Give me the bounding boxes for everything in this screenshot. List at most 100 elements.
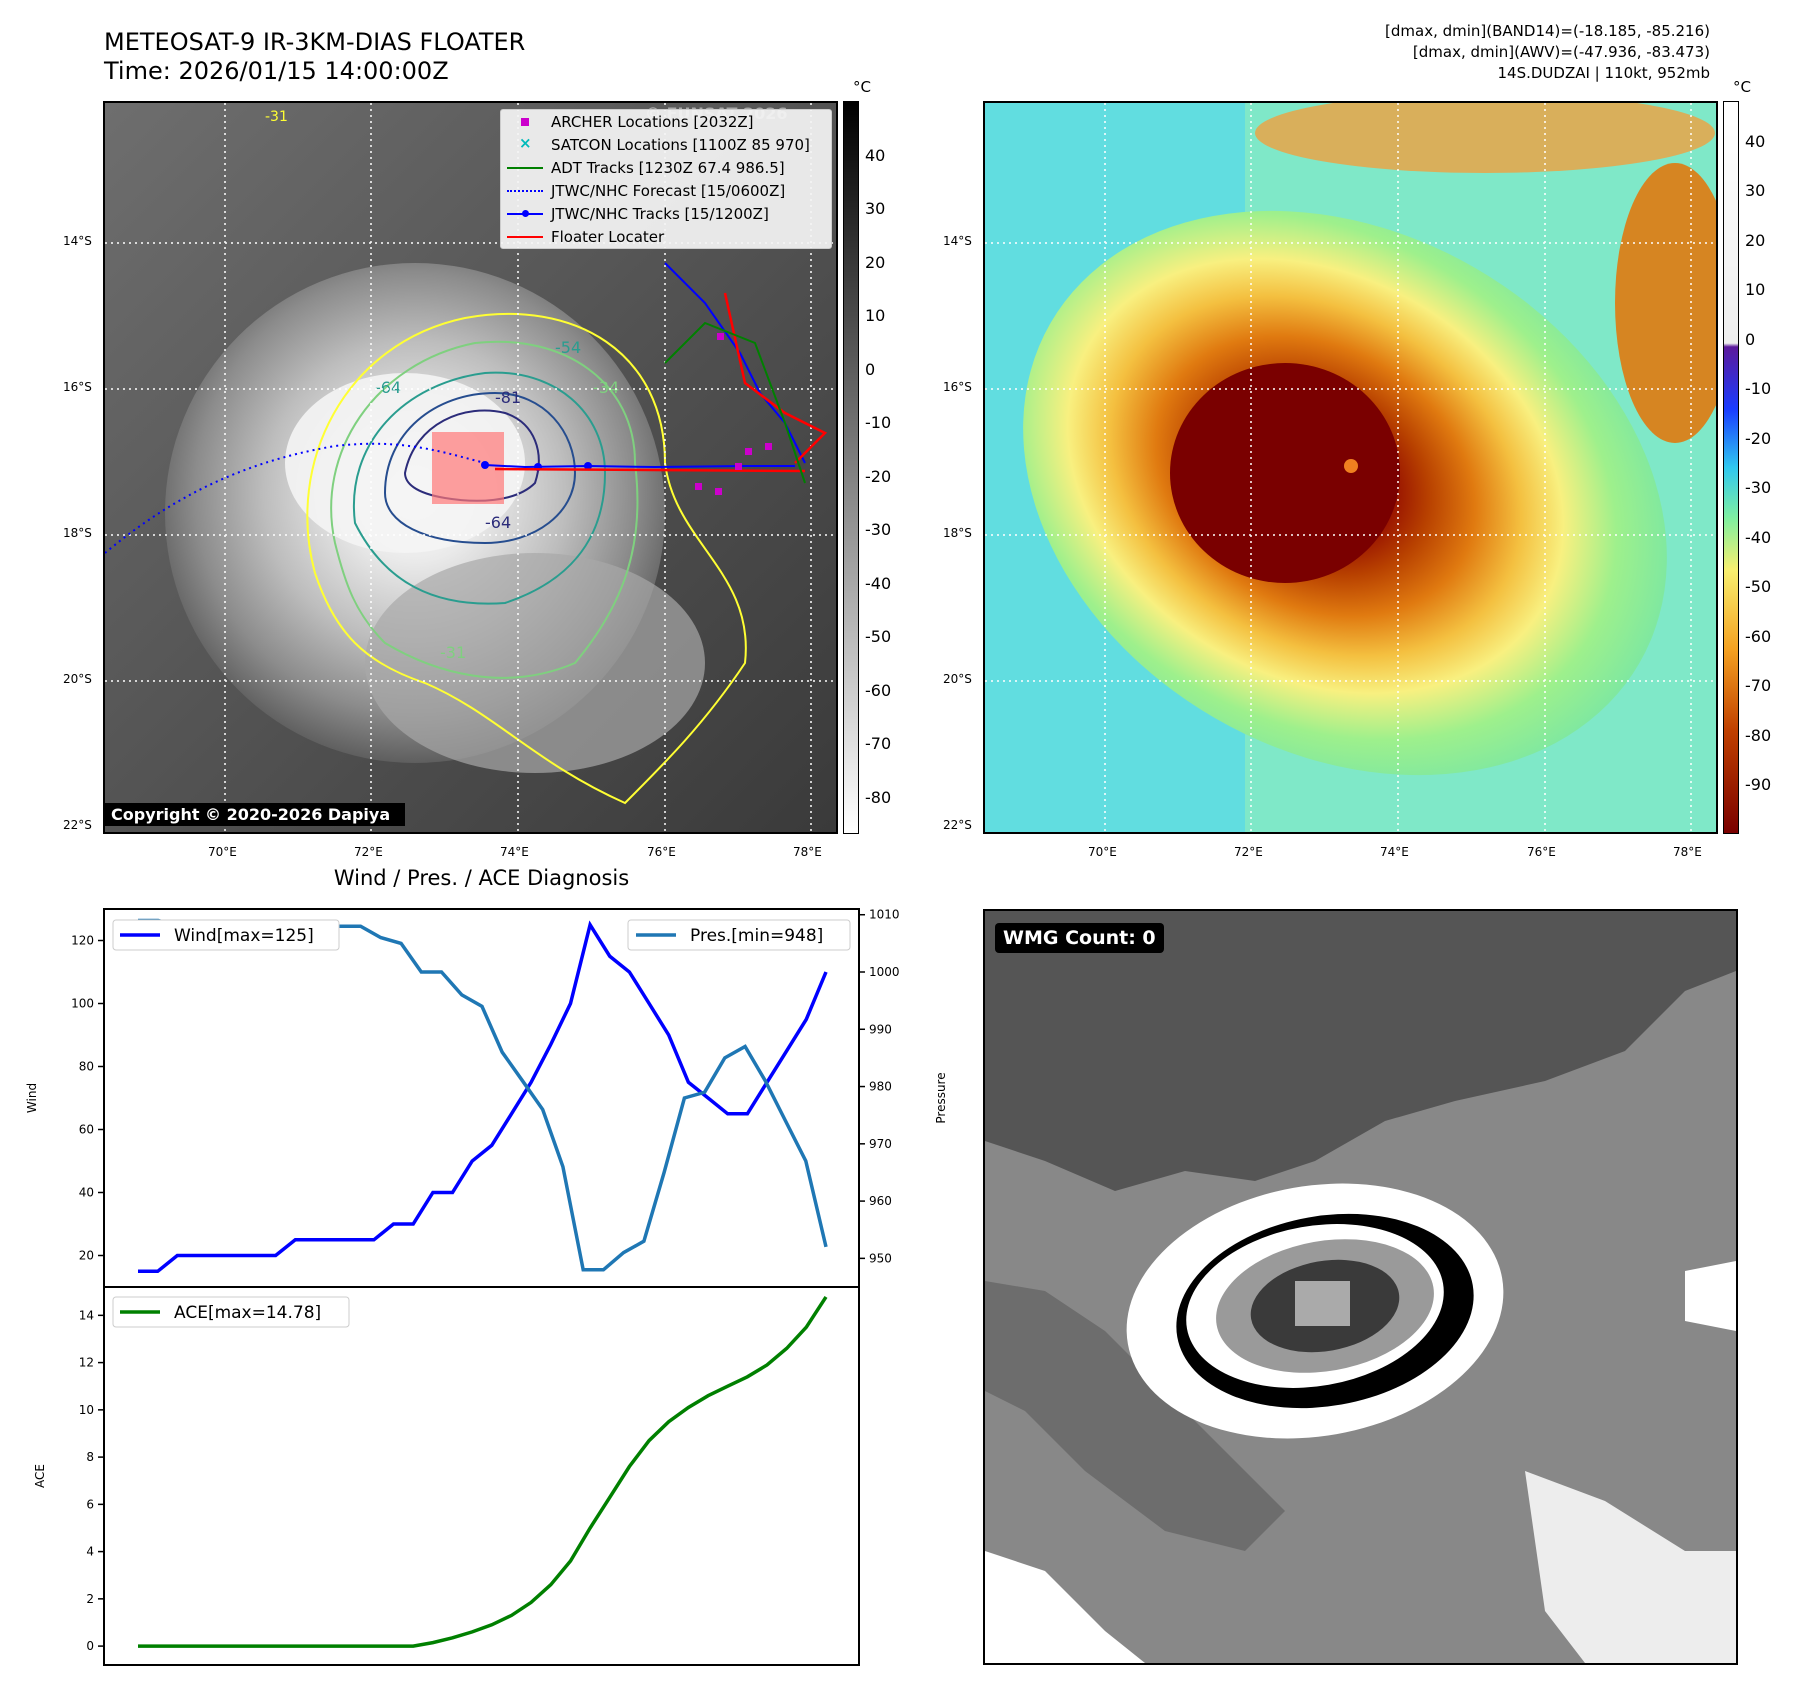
ir-legend: ARCHER Locations [2032Z] × SATCON Locati…: [500, 109, 832, 249]
contour-label: -54: [555, 338, 581, 357]
legend-item-adt: ADT Tracks [1230Z 67.4 986.5]: [501, 156, 831, 179]
colorbar-tick-label: -60: [1745, 626, 1772, 646]
wind-axis-label: Wind: [25, 1083, 39, 1113]
contour-label: -64: [375, 378, 401, 397]
colorbar-tick-label: -80: [1745, 725, 1772, 745]
axis-tick-label: 14: [79, 1308, 94, 1322]
wmg-panel: WMG Count: 0: [983, 909, 1738, 1665]
lon-label: 70°E: [208, 845, 237, 859]
axis-tick-label: 2: [86, 1592, 94, 1606]
legend-item-jtwc: JTWC/NHC Tracks [15/1200Z]: [501, 202, 831, 225]
lat-label: 20°S: [943, 672, 972, 686]
ace-legend: [112, 1296, 350, 1328]
lon-label: 76°E: [647, 845, 676, 859]
figure-time: Time: 2026/01/15 14:00:00Z: [104, 57, 449, 85]
colorbar-tick-label: -40: [865, 573, 892, 593]
pressure-legend: [627, 919, 851, 951]
storm-info: 14S.DUDZAI | 110kt, 952mb: [1497, 64, 1710, 82]
pressure-series-line: [138, 918, 828, 1272]
lat-label: 18°S: [63, 526, 92, 540]
axis-tick-label: 950: [869, 1251, 892, 1265]
figure-title: METEOSAT-9 IR-3KM-DIAS FLOATER: [104, 28, 526, 56]
ir-colorbar-unit: °C: [853, 78, 871, 96]
axis-tick-label: 12: [79, 1356, 94, 1370]
color-map-panel: [983, 101, 1718, 834]
contour-label: -34: [593, 378, 619, 397]
colorbar-tick-label: -30: [865, 520, 892, 540]
pressure-legend-label: Pres.[min=948]: [690, 926, 823, 946]
lat-label: 22°S: [63, 818, 92, 832]
color-map-image: [985, 103, 1716, 832]
legend-item-floater: Floater Locater: [501, 225, 831, 248]
diagnosis-charts: 20 40 60 80 100 120 950 960 970 980 990 1000 1010 0…: [25, 908, 948, 1666]
dmax-band14: [dmax, dmin](BAND14)=(-18.185, -85.216): [1385, 22, 1710, 40]
color-gridlines: [985, 103, 1716, 832]
contour-label: -64: [485, 513, 511, 532]
colorbar-tick-label: -40: [1745, 527, 1772, 547]
axis-tick-label: 980: [869, 1080, 892, 1094]
colorbar-tick-label: -60: [865, 680, 892, 700]
lon-label: 72°E: [354, 845, 383, 859]
colorbar-tick-label: -80: [865, 787, 892, 807]
axis-tick-label: 8: [86, 1450, 94, 1464]
colorbar-tick-label: -70: [1745, 676, 1772, 696]
lon-label: 70°E: [1088, 845, 1117, 859]
colorbar-tick-label: -20: [1745, 428, 1772, 448]
colorbar-tick-label: -20: [865, 466, 892, 486]
axis-tick-label: 4: [86, 1545, 94, 1559]
axis-tick-label: 1000: [869, 965, 900, 979]
jtwc-track: [484, 464, 795, 469]
lat-label: 14°S: [943, 234, 972, 248]
wmg-image: [985, 911, 1736, 1663]
ace-frame: [103, 1286, 860, 1666]
lon-label: 74°E: [500, 845, 529, 859]
lat-label: 22°S: [943, 818, 972, 832]
contour-green: [330, 340, 639, 679]
lon-label: 78°E: [1673, 845, 1702, 859]
colorbar-tick-label: -90: [1745, 775, 1772, 795]
lat-label: 14°S: [63, 234, 92, 248]
ir-colorbar: [843, 101, 859, 834]
diagnosis-title: Wind / Pres. / ACE Diagnosis: [333, 866, 630, 890]
pressure-axis-label: Pressure: [934, 1072, 948, 1123]
colorbar-tick-label: 10: [1745, 280, 1766, 300]
legend-item-archer: ARCHER Locations [2032Z]: [501, 110, 831, 133]
axis-tick-label: 1010: [869, 908, 900, 922]
colorbar-tick-label: -10: [865, 413, 892, 433]
contour-label: -31: [265, 109, 288, 125]
colorbar-tick-label: 10: [865, 306, 886, 325]
colorbar-tick-label: 20: [865, 252, 886, 272]
wmg-count-badge: WMG Count: 0: [995, 923, 1164, 953]
wind-legend-label: Wind[max=125]: [174, 926, 314, 946]
axis-tick-label: 960: [869, 1194, 892, 1208]
ace-series-line: [138, 1295, 828, 1648]
axis-tick-label: 60: [79, 1123, 94, 1137]
contour-label: -31: [440, 643, 466, 662]
archer-markers: [695, 333, 772, 495]
legend-item-forecast: JTWC/NHC Forecast [15/0600Z]: [501, 179, 831, 202]
lat-label: 20°S: [63, 672, 92, 686]
dmax-awv: [dmax, dmin](AWV)=(-47.936, -83.473): [1412, 43, 1710, 61]
contour-blue: [383, 391, 577, 545]
copyright-label: Copyright © 2020-2026 Dapiya: [105, 803, 405, 826]
floater-box: [432, 432, 504, 504]
colorbar-tick-label: -50: [1745, 577, 1772, 597]
axis-tick-label: 40: [79, 1186, 94, 1200]
ir-map-panel: -81 -64 -54 -34 -31 -31 -64: [103, 101, 838, 834]
colorbar-tick-label: 40: [865, 145, 886, 165]
axis-tick-label: 10: [79, 1403, 94, 1417]
axis-tick-label: 0: [86, 1639, 94, 1653]
colorbar-tick-label: 30: [1745, 181, 1766, 201]
contour-label: -81: [495, 388, 521, 407]
ace-axis-label: ACE: [33, 1464, 47, 1488]
contour-yellow: [306, 313, 747, 805]
storm-eye: [1344, 459, 1358, 473]
lat-label: 16°S: [63, 380, 92, 394]
axis-tick-label: 100: [71, 997, 94, 1011]
colorbar-tick-label: -30: [1745, 478, 1772, 498]
lon-label: 78°E: [793, 845, 822, 859]
axis-tick-label: 20: [79, 1249, 94, 1263]
lon-label: 74°E: [1380, 845, 1409, 859]
ace-legend-label: ACE[max=14.78]: [174, 1303, 321, 1323]
lat-label: 16°S: [943, 380, 972, 394]
